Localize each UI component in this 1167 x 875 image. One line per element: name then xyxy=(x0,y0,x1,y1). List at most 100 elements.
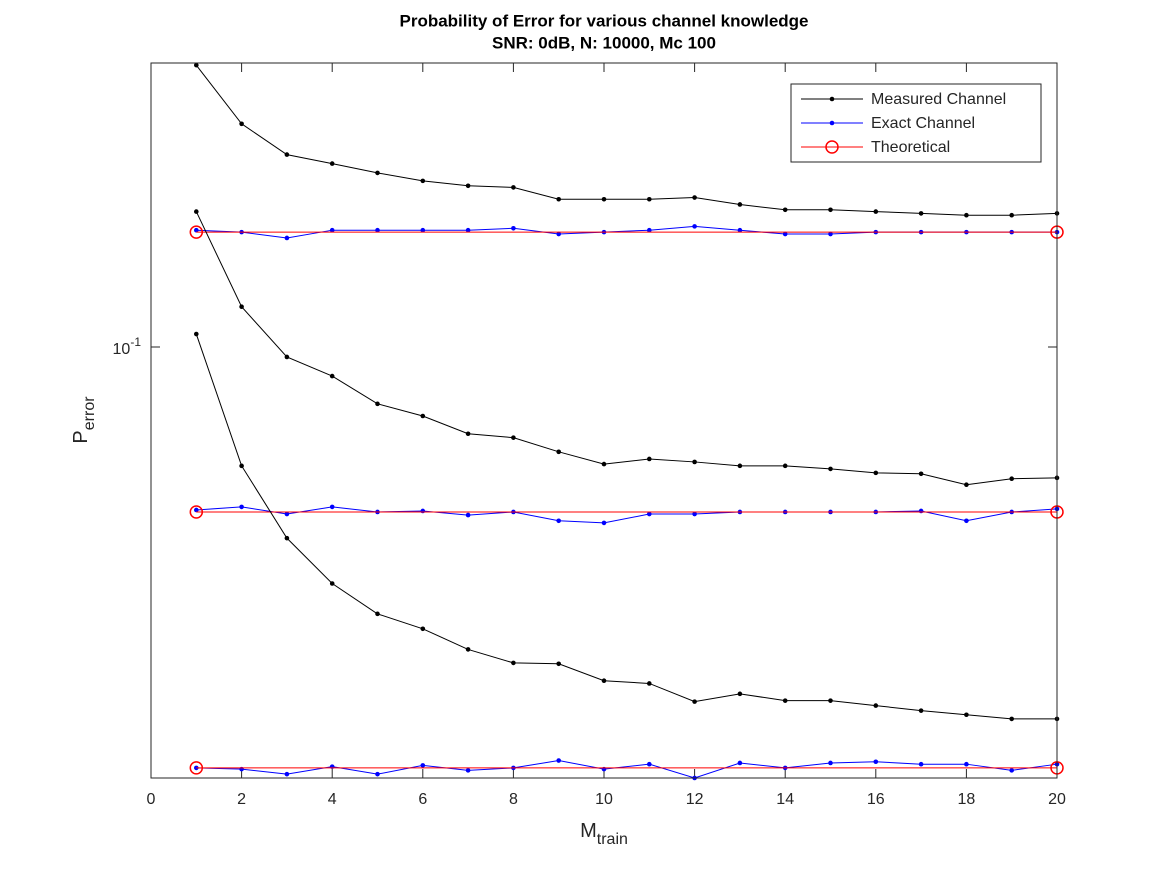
series-marker xyxy=(194,209,199,214)
y-axis-label: Perror xyxy=(70,396,98,444)
series-marker xyxy=(465,768,471,773)
series-marker xyxy=(692,195,697,200)
series-marker xyxy=(375,227,380,233)
y-tick-label: 10-1 xyxy=(113,335,142,358)
series-marker xyxy=(465,512,471,518)
series-marker xyxy=(873,470,879,476)
series-marker xyxy=(556,518,561,524)
series-marker xyxy=(828,466,833,472)
x-tick-label: 10 xyxy=(595,791,613,808)
series-marker xyxy=(189,761,204,775)
series-marker xyxy=(964,482,969,488)
series-marker xyxy=(782,698,788,703)
series-marker xyxy=(828,698,833,703)
series-marker xyxy=(556,449,561,455)
series-marker xyxy=(194,62,199,68)
series-marker xyxy=(1009,476,1014,482)
y-tick-label-base: 10 xyxy=(113,341,131,358)
series-marker xyxy=(465,183,471,189)
series-marker xyxy=(647,456,652,462)
series-marker xyxy=(465,227,471,233)
series-marker xyxy=(194,227,199,233)
series-marker xyxy=(556,231,561,237)
series-marker xyxy=(189,505,204,519)
series-marker xyxy=(511,660,516,666)
series-marker xyxy=(284,771,290,777)
series-marker xyxy=(420,508,426,514)
series-marker xyxy=(284,235,290,241)
series-marker xyxy=(601,678,607,684)
series-marker xyxy=(375,611,380,617)
series-marker xyxy=(284,354,290,360)
series-marker xyxy=(782,231,788,237)
series-marker xyxy=(918,761,924,767)
series-marker xyxy=(194,331,199,337)
series-marker xyxy=(1009,768,1014,773)
legend-label: Exact Channel xyxy=(871,115,975,132)
series-marker xyxy=(375,771,380,777)
series-marker xyxy=(692,459,697,465)
series-marker xyxy=(239,304,244,310)
series-marker xyxy=(601,461,607,467)
x-tick-label: 20 xyxy=(1048,791,1066,808)
series-marker xyxy=(329,161,335,166)
chart-title: Probability of Error for various channel… xyxy=(399,11,808,30)
series-marker xyxy=(964,761,969,767)
legend-marker xyxy=(825,140,839,154)
x-axis-label-subscript: train xyxy=(597,831,628,848)
series-marker xyxy=(329,581,335,586)
series-marker xyxy=(737,227,743,233)
series-marker xyxy=(465,647,471,652)
legend-marker xyxy=(829,96,835,102)
series-marker xyxy=(737,760,743,766)
series-line xyxy=(195,211,1058,486)
series-marker xyxy=(692,224,697,229)
series-marker xyxy=(465,431,471,437)
x-tick-label: 0 xyxy=(147,791,156,808)
series-marker xyxy=(647,511,652,517)
series-marker xyxy=(420,626,426,632)
series-marker xyxy=(1009,212,1014,218)
x-tick-label: 14 xyxy=(776,791,794,808)
series-marker xyxy=(329,504,335,510)
x-tick-label: 4 xyxy=(328,791,337,808)
chart-subtitle: SNR: 0dB, N: 10000, Mc 100 xyxy=(492,33,716,52)
series-marker xyxy=(420,227,426,233)
series-marker xyxy=(239,121,244,127)
series-marker xyxy=(511,435,516,440)
x-tick-label: 18 xyxy=(958,791,976,808)
series-marker xyxy=(284,152,290,157)
x-tick-label: 8 xyxy=(509,791,518,808)
series-marker xyxy=(420,413,426,419)
series-marker xyxy=(873,759,879,765)
series-marker xyxy=(828,231,833,237)
legend-marker xyxy=(829,120,835,126)
series-marker xyxy=(556,661,561,667)
series-marker xyxy=(284,535,290,541)
series-line xyxy=(195,64,1058,216)
y-axis-label-main: P xyxy=(70,430,92,443)
series-marker xyxy=(647,196,652,202)
y-tick-label-exponent: -1 xyxy=(130,335,141,349)
series-marker xyxy=(737,202,743,207)
series-marker xyxy=(782,207,788,213)
series-marker xyxy=(511,225,516,231)
series-marker xyxy=(601,196,607,202)
series-marker xyxy=(194,507,199,513)
series-marker xyxy=(647,761,652,767)
legend-label: Theoretical xyxy=(871,139,950,156)
series-marker xyxy=(556,758,561,763)
y-axis-label-subscript: error xyxy=(81,396,98,430)
x-tick-label: 6 xyxy=(418,791,427,808)
series-marker xyxy=(511,185,516,190)
plot-area xyxy=(151,63,1057,778)
x-tick-label: 16 xyxy=(867,791,885,808)
series-marker xyxy=(964,212,969,218)
series-marker xyxy=(375,401,380,407)
legend-label: Measured Channel xyxy=(871,91,1006,108)
x-tick-label: 12 xyxy=(686,791,704,808)
series-marker xyxy=(239,504,244,510)
series-marker xyxy=(782,463,788,469)
series-marker xyxy=(375,170,380,176)
